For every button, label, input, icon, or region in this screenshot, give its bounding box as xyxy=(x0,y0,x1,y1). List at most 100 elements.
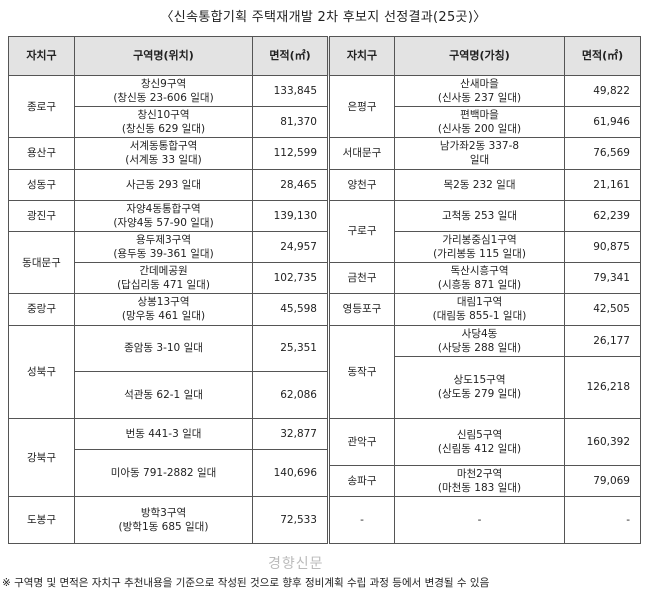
district-cell: - xyxy=(327,496,395,544)
zone-name: 종암동 3-10 일대 xyxy=(124,342,203,355)
table-row: 성동구 사근동 293 일대 28,465 양천구 목2동 232 일대 21,161 xyxy=(8,168,641,201)
zone-name: 사당4동 xyxy=(461,327,498,340)
district-cell: 용산구 xyxy=(8,137,75,170)
zone-location: (대림동 855-1 일대) xyxy=(432,310,527,323)
zone-name-cell: 창신10구역 (창신동 629 일대) xyxy=(74,106,253,139)
area-cell: 81,370 xyxy=(252,106,329,139)
zone-name: 마천2구역 xyxy=(456,467,503,480)
zone-name-cell: 가리봉중심1구역 (가리봉동 115 일대) xyxy=(394,230,565,264)
zone-location: (마천동 183 일대) xyxy=(437,481,522,494)
zone-location: (방학1동 685 일대) xyxy=(118,520,209,533)
table-row: 중랑구 상봉13구역 (망우동 461 일대) 45,598 영등포구 대림1구역 (대림동… xyxy=(8,293,641,326)
area-cell: 139,130 xyxy=(252,199,329,232)
zone-name: 상봉13구역 xyxy=(137,296,190,309)
zone-location: (창신동 629 일대) xyxy=(121,123,206,136)
zone-name-cell: 신림5구역 (신림동 412 일대) xyxy=(394,418,565,466)
zone-name: 신림5구역 xyxy=(456,428,503,441)
zone-location: (창신동 23-606 일대) xyxy=(113,92,214,105)
zone-name: 방학3구역 xyxy=(140,506,187,519)
zone-name: 편백마을 xyxy=(460,109,499,122)
zone-location: (자양4동 57-90 일대) xyxy=(113,216,214,229)
watermark: 경향신문 xyxy=(268,556,324,572)
district-cell: 송파구 xyxy=(327,464,395,498)
zone-name-cell: 목2동 232 일대 xyxy=(394,168,565,201)
table-row: 송파구 마천2구역 (마천동 183 일대) 79,069 xyxy=(9,464,641,498)
zone-name: 석관동 62-1 일대 xyxy=(124,389,203,402)
zone-location: (상도동 279 일대) xyxy=(437,388,522,401)
area-cell: 21,161 xyxy=(564,168,641,201)
zone-name-cell: 사근동 293 일대 xyxy=(74,168,253,201)
table-row: 미아동 791-2882 일대 140,696 xyxy=(9,449,641,498)
table-row: 창신10구역 (창신동 629 일대) 81,370 편백마을 (신사동 200 일대)… xyxy=(9,106,641,139)
district-cell: 성북구 xyxy=(8,324,75,420)
area-cell: 126,218 xyxy=(564,355,641,420)
zone-location: (신사동 237 일대) xyxy=(437,92,522,105)
district-cell: 영등포구 xyxy=(327,293,395,326)
table-row: 도봉구 방학3구역 (방학1동 685 일대) 72,533- - - xyxy=(8,496,641,544)
area-cell: 42,505 xyxy=(564,293,641,326)
area-cell: 45,598 xyxy=(252,293,329,326)
header-zone-tentative: 구역명(가칭) xyxy=(394,36,565,76)
zone-location: (사당동 288 일대) xyxy=(437,341,522,354)
zone-location: (신림동 412 일대) xyxy=(437,442,522,455)
header-district-right: 자치구 xyxy=(327,36,395,76)
zone-location: (가리봉동 115 일대) xyxy=(433,248,526,261)
district-cell: 강북구 xyxy=(8,418,75,498)
area-cell: 32,877 xyxy=(252,418,329,451)
zone-name: 번동 441-3 일대 xyxy=(125,428,202,441)
zone-name-cell: 상봉13구역 (망우동 461 일대) xyxy=(74,293,253,326)
area-cell: 25,351 xyxy=(252,324,329,373)
area-cell: - xyxy=(564,496,641,544)
area-cell: 76,569 xyxy=(564,137,641,170)
district-cell: 관악구 xyxy=(327,418,395,466)
area-cell: 112,599 xyxy=(252,137,329,170)
district-cell: 광진구 xyxy=(8,199,75,232)
table-row: 광진구 자양4동통합구역 (자양4동 57-90 일대) 139,130 구로구 고척동 … xyxy=(8,199,641,264)
zone-name: 간데메공원 xyxy=(139,265,188,278)
table-row: 동대문구 용두제3구역 (용두동 39-361 일대) 24,957 가리봉중심1구역(… xyxy=(8,230,641,295)
district-cell: 종로구 xyxy=(8,74,75,139)
zone-name: 대림1구역 xyxy=(456,296,503,309)
zone-name-cell: 마천2구역 (마천동 183 일대) xyxy=(394,464,565,498)
district-cell: 금천구 xyxy=(327,262,395,295)
zone-name-cell: 산새마을 (신사동 237 일대) xyxy=(394,74,565,108)
table-row: 간데메공원 (답십리동 471 일대) 102,735 금천구 독산시흥구역 (시흥동 8… xyxy=(9,262,641,295)
zone-location: (신사동 200 일대) xyxy=(437,123,522,136)
zone-name-cell: 서계동통합구역 (서계동 33 일대) xyxy=(74,137,253,170)
zone-name: 용두제3구역 xyxy=(136,234,191,247)
district-cell: 구로구 xyxy=(327,199,395,264)
district-cell: 양천구 xyxy=(327,168,395,201)
area-cell: 62,086 xyxy=(252,371,329,420)
zone-name-cell: 편백마을 (신사동 200 일대) xyxy=(394,106,565,139)
header-zone-location: 구역명(위치) xyxy=(74,36,253,76)
zone-name-cell: 대림1구역 (대림동 855-1 일대) xyxy=(394,293,565,326)
zone-name-cell: 자양4동통합구역 (자양4동 57-90 일대) xyxy=(74,199,253,232)
table-row: 종로구 창신9구역 (창신동 23-606 일대) 133,845 은평구 산새마을 (신사… xyxy=(8,74,641,139)
header-district: 자치구 xyxy=(8,36,75,76)
district-cell: 동대문구 xyxy=(8,230,75,295)
zone-name: 상도15구역 xyxy=(453,374,506,387)
district-cell: 은평구 xyxy=(327,74,395,139)
area-cell: 140,696 xyxy=(252,449,329,498)
area-cell: 79,341 xyxy=(564,262,641,295)
page-title: 〈신속통합기획 주택재개발 2차 후보지 선정결과(25곳)〉 xyxy=(160,10,487,25)
zone-name-cell: - xyxy=(394,496,565,544)
district-cell: 동작구 xyxy=(327,324,395,420)
area-cell: 49,822 xyxy=(564,74,641,108)
district-cell: 중랑구 xyxy=(8,293,75,326)
table-row: 용산구 서계동통합구역 (서계동 33 일대) 112,599 서대문구 남가좌2동 33… xyxy=(8,137,641,170)
area-cell: 160,392 xyxy=(564,418,641,466)
zone-name-cell: 고척동 253 일대 xyxy=(394,199,565,232)
zone-location: (시흥동 871 일대) xyxy=(437,279,522,292)
zone-name: 사근동 293 일대 xyxy=(125,178,202,191)
zone-name: 창신10구역 xyxy=(137,109,190,122)
table-row: 상도15구역 (상도동 279 일대) 126,218 xyxy=(9,355,641,420)
zone-name-cell: 창신9구역 (창신동 23-606 일대) xyxy=(74,74,253,108)
zone-name-cell: 사당4동 (사당동 288 일대) xyxy=(394,324,565,357)
zone-name: 가리봉중심1구역 xyxy=(442,234,517,247)
area-cell: 62,239 xyxy=(564,199,641,232)
zone-name: 독산시흥구역 xyxy=(450,265,509,278)
area-cell: 102,735 xyxy=(252,262,329,295)
zone-name: - xyxy=(477,513,482,526)
area-cell: 26,177 xyxy=(564,324,641,357)
